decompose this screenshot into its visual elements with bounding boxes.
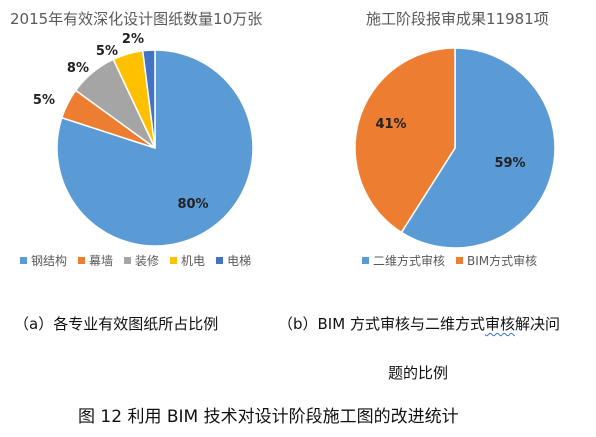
legend-a: 钢结构 幕墙 装修 机电 电梯	[20, 252, 262, 269]
legend-0-item-3: 机电	[170, 252, 205, 269]
pie-0-data-label-4: 2%	[122, 32, 144, 47]
legend-0-swatch-4	[216, 257, 224, 264]
pie-1-data-label-0: 59%	[494, 156, 525, 171]
legend-0-swatch-2	[124, 257, 132, 264]
legend-0-label-1: 幕墙	[89, 254, 114, 268]
pie-1-data-label-1: 41%	[375, 117, 406, 132]
legend-1-swatch-1	[456, 257, 464, 264]
caption-a: （a）各专业有效图纸所占比例	[14, 315, 219, 333]
pie-chart-a: 80% 5% 8% 5% 2%	[33, 32, 254, 247]
pie-1-slice-0	[400, 47, 556, 249]
pie-0-slice-4	[141, 49, 156, 149]
pie-chart-b: 59% 41%	[354, 47, 556, 249]
figure-caption: 图 12 利用 BIM 技术对设计阶段施工图的改进统计	[78, 407, 459, 427]
legend-1-item-0: 二维方式审核	[362, 252, 445, 269]
pie-0-data-label-2: 8%	[67, 61, 89, 76]
legend-0-item-4: 电梯	[216, 252, 251, 269]
chart-b-title: 施工阶段报审成果11981项	[366, 10, 549, 28]
pie-0-data-label-3: 5%	[96, 44, 118, 59]
legend-0-label-2: 装修	[135, 254, 160, 268]
legend-b: 二维方式审核 BIM方式审核	[362, 252, 548, 269]
pie-1-slice-1	[354, 47, 456, 234]
caption-b-spellcheck-word: 审核	[484, 315, 515, 333]
legend-0-swatch-3	[170, 257, 178, 264]
legend-0-swatch-0	[20, 257, 27, 264]
pie-0-slice-0	[56, 49, 254, 247]
caption-b-line1: （b）BIM 方式审核与二维方式审核解决问	[278, 313, 560, 334]
caption-b-line2: 题的比例	[388, 364, 449, 382]
caption-b-line1-post: 解决问	[514, 315, 560, 333]
caption-b-line1-pre: （b）BIM 方式审核与二维方式	[278, 315, 485, 333]
legend-0-label-3: 机电	[181, 254, 206, 268]
legend-0-swatch-1	[78, 257, 86, 264]
legend-1-label-0: 二维方式审核	[373, 254, 446, 268]
legend-1-swatch-0	[362, 257, 369, 264]
pie-0-data-label-0: 80%	[177, 197, 208, 212]
pie-0-data-label-1: 5%	[33, 93, 55, 108]
legend-0-item-2: 装修	[124, 252, 159, 269]
legend-0-label-4: 电梯	[227, 254, 252, 268]
legend-1-item-1: BIM方式审核	[456, 252, 537, 269]
chart-a-title: 2015年有效深化设计图纸数量10万张	[10, 10, 263, 28]
legend-1-label-1: BIM方式审核	[467, 254, 538, 268]
legend-0-item-0: 钢结构	[20, 252, 67, 269]
legend-0-label-0: 钢结构	[31, 254, 68, 268]
legend-0-item-1: 幕墙	[78, 252, 113, 269]
